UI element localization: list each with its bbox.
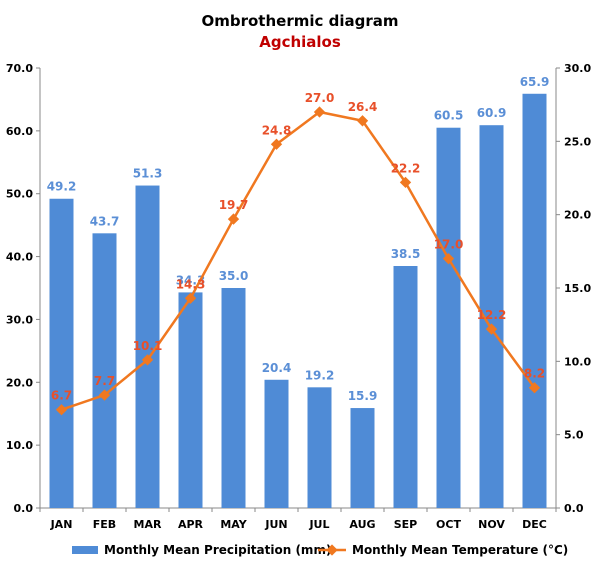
y-right-tick-label: 10.0 (564, 355, 591, 368)
y-right-tick-label: 15.0 (564, 282, 591, 295)
y-right-tick-label: 0.0 (564, 502, 584, 515)
precipitation-bar (393, 266, 418, 508)
precipitation-data-label: 20.4 (262, 361, 292, 375)
legend-precipitation-label: Monthly Mean Precipitation (mm) (104, 543, 331, 557)
precipitation-data-label: 65.9 (520, 75, 550, 89)
y-right-tick-label: 30.0 (564, 62, 591, 75)
temperature-data-label: 17.0 (434, 238, 464, 252)
x-tick-label: JUL (308, 518, 329, 531)
precipitation-bar (92, 233, 117, 509)
precipitation-bar (178, 292, 203, 508)
y-left-tick-label: 70.0 (6, 62, 33, 75)
temperature-data-label: 10.1 (133, 339, 163, 353)
y-left-tick-label: 60.0 (6, 125, 33, 138)
y-right-tick-label: 20.0 (564, 209, 591, 222)
x-tick-label: MAY (220, 518, 247, 531)
precipitation-data-label: 49.2 (47, 180, 77, 194)
x-tick-label: FEB (93, 518, 116, 531)
temperature-marker (528, 382, 541, 394)
y-right-tick-label: 25.0 (564, 135, 591, 148)
x-tick-label: MAR (134, 518, 162, 531)
legend-temperature-label: Monthly Mean Temperature (°C) (352, 543, 568, 557)
precipitation-bar (49, 198, 74, 508)
temperature-marker (227, 213, 240, 225)
precipitation-data-label: 15.9 (348, 389, 378, 403)
x-tick-label: SEP (394, 518, 418, 531)
temperature-data-label: 12.2 (477, 308, 507, 322)
y-left-tick-label: 40.0 (6, 251, 33, 264)
temperature-data-label: 7.7 (94, 374, 115, 388)
precipitation-data-label: 51.3 (133, 167, 163, 181)
temperature-data-label: 8.2 (524, 367, 545, 381)
y-right-tick-label: 5.0 (564, 429, 584, 442)
temperature-data-label: 14.3 (176, 277, 206, 291)
temperature-line (61, 110, 536, 411)
x-tick-label: DEC (522, 518, 547, 531)
temperature-marker (399, 176, 412, 189)
precipitation-bar (221, 288, 246, 508)
temperature-data-label: 24.8 (262, 123, 292, 137)
chart-subtitle: Agchialos (259, 33, 341, 51)
x-tick-label: APR (178, 518, 204, 531)
legend-precipitation-swatch (72, 546, 98, 554)
precipitation-bar (436, 127, 461, 508)
temperature-data-label: 6.7 (51, 389, 72, 403)
x-tick-label: NOV (478, 518, 505, 531)
temperature-marker (270, 138, 283, 150)
temperature-data-label: 26.4 (348, 100, 378, 114)
precipitation-bar (264, 379, 289, 508)
y-left-tick-label: 30.0 (6, 313, 33, 326)
temperature-data-label: 19.7 (219, 198, 249, 212)
precipitation-bar (522, 93, 547, 509)
precipitation-data-label: 35.0 (219, 269, 249, 283)
precipitation-bar (350, 408, 375, 508)
x-tick-label: JUN (264, 518, 287, 531)
precipitation-data-label: 38.5 (391, 247, 421, 261)
precipitation-data-label: 43.7 (90, 214, 120, 228)
precipitation-data-label: 19.2 (305, 368, 335, 382)
y-left-tick-label: 50.0 (6, 188, 33, 201)
temperature-data-label: 27.0 (305, 91, 335, 105)
chart-title: Ombrothermic diagram (201, 12, 399, 30)
y-left-tick-label: 0.0 (14, 502, 34, 515)
x-tick-label: JAN (50, 518, 73, 531)
x-tick-label: AUG (349, 518, 375, 531)
temperature-marker (184, 292, 197, 304)
precipitation-bar (307, 387, 332, 508)
y-left-tick-label: 10.0 (6, 439, 33, 452)
precipitation-data-label: 60.5 (434, 109, 464, 123)
temperature-data-label: 22.2 (391, 161, 421, 175)
temperature-marker (141, 354, 154, 366)
precipitation-data-label: 60.9 (477, 106, 507, 120)
legend-temperature-marker (326, 544, 338, 556)
x-tick-label: OCT (436, 518, 461, 531)
y-left-tick-label: 20.0 (6, 376, 33, 389)
temperature-marker (485, 323, 498, 335)
